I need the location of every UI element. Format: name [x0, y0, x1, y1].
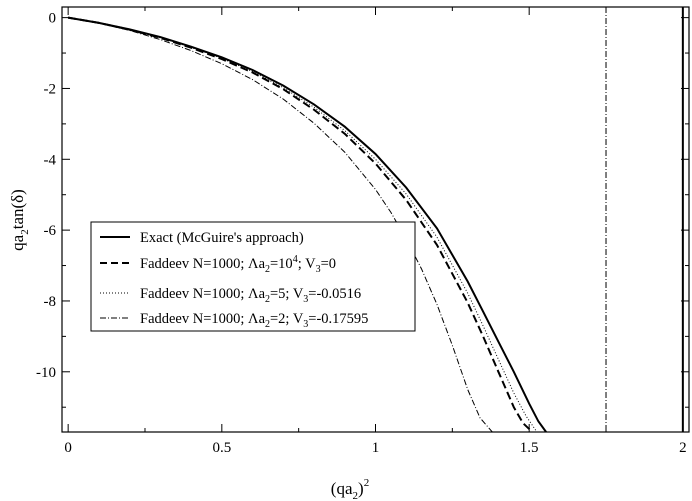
- series-line-3: [68, 17, 493, 432]
- series-layer: [67, 16, 547, 432]
- x-tick-label: 1: [372, 440, 380, 456]
- x-title-sub: 2: [353, 490, 359, 501]
- x-title-tail: ): [358, 479, 364, 498]
- x-tick-label: 2: [679, 440, 687, 456]
- y-title-base: qa: [8, 234, 27, 251]
- y-tick-label: -2: [44, 81, 57, 97]
- legend-label-faddeev-2: Faddeev N=1000; Λa2=5; V3=-0.0516: [140, 286, 361, 305]
- y-tick-label: -8: [44, 294, 57, 310]
- y-tick-label: -6: [44, 223, 57, 239]
- y-axis: 0 -2 -4 -6 -8 -10: [36, 11, 689, 408]
- legend-label-faddeev-1: Faddeev N=1000; Λa2=104; V3=0: [140, 254, 336, 275]
- y-tick-label: -4: [44, 152, 57, 168]
- y-tick-label: -10: [36, 365, 56, 381]
- x-tick-label: 1.5: [520, 440, 539, 456]
- x-title-base: (qa: [331, 479, 353, 498]
- legend: Exact (McGuire's approach) Faddeev N=100…: [90, 221, 416, 332]
- legend-label-exact: Exact (McGuire's approach): [140, 230, 304, 246]
- legend-label-faddeev-3: Faddeev N=1000; Λa2=2; V3=-0.17595: [140, 311, 368, 330]
- reference-lines: [605, 7, 684, 432]
- y-title-sub: 2: [19, 229, 31, 235]
- x-tick-label: 0.5: [212, 440, 231, 456]
- legend-box: [90, 221, 416, 332]
- x-axis-title: (qa2)2: [331, 477, 369, 501]
- series-line-1: [67, 16, 533, 432]
- x-tick-label: 0: [64, 440, 72, 456]
- x-axis: 0 0.5 1 1.5 2: [64, 7, 687, 456]
- y-title-tail: tan(δ): [8, 189, 27, 229]
- y-tick-label: 0: [49, 11, 57, 27]
- x-title-sup: 2: [364, 477, 370, 489]
- y-axis-title: qa2tan(δ): [8, 189, 31, 251]
